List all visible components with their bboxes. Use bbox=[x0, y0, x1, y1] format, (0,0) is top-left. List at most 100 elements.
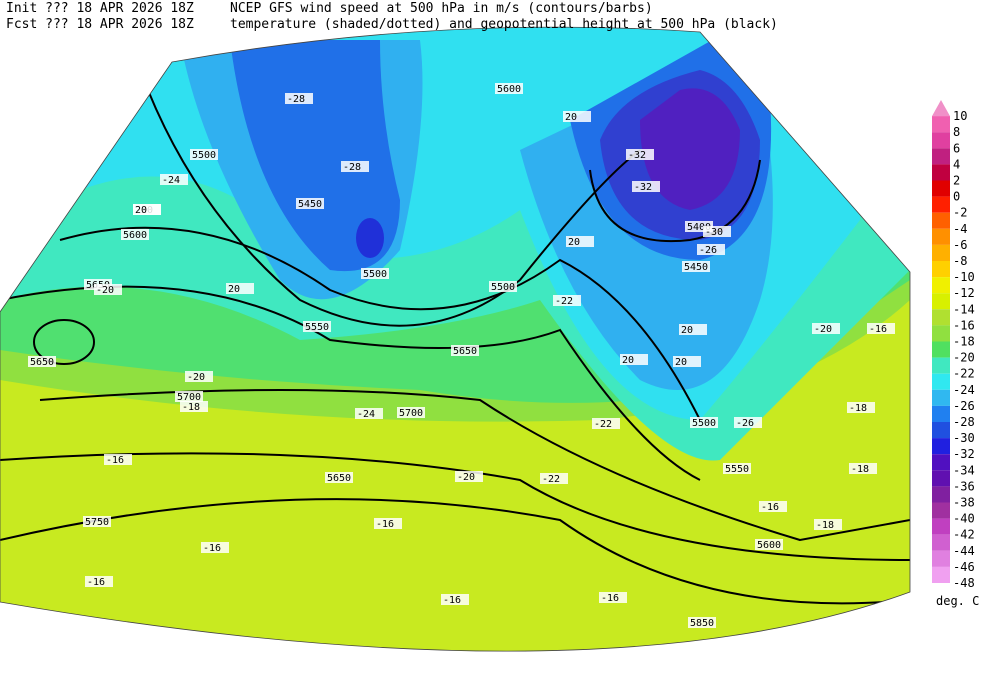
contour-label: 5700 bbox=[177, 392, 201, 403]
contour-label: -16 bbox=[601, 593, 619, 604]
colorbar-box bbox=[932, 180, 950, 197]
colorbar-box bbox=[932, 309, 950, 326]
init-time: Init ??? 18 APR 2026 18Z bbox=[6, 1, 194, 16]
label-background bbox=[361, 268, 389, 279]
contour-label: 20 bbox=[228, 284, 240, 295]
contour-label: -22 bbox=[542, 474, 560, 485]
colorbar-tick-label: -34 bbox=[953, 463, 975, 477]
contour-label: -28 bbox=[343, 162, 361, 173]
colorbar-tick-label: -2 bbox=[953, 206, 967, 220]
contour-label: -26 bbox=[699, 245, 717, 256]
colorbar-box bbox=[932, 293, 950, 310]
colorbar-tick-label: -18 bbox=[953, 334, 975, 348]
map-labels: 5600 5500 5450 5400 5450 5500 5600 5650 5500 5550… bbox=[28, 83, 895, 629]
label-background bbox=[160, 174, 188, 185]
label-background bbox=[374, 518, 402, 529]
label-background bbox=[620, 354, 648, 365]
contour-label: -16 bbox=[761, 502, 779, 513]
colorbar-box bbox=[932, 534, 950, 551]
label-background bbox=[679, 324, 707, 335]
label-background bbox=[489, 281, 517, 292]
colorbar-tick-label: -32 bbox=[953, 447, 975, 461]
label-background bbox=[723, 463, 751, 474]
colorbar-tick-label: 8 bbox=[953, 125, 960, 139]
colorbar-tick-label: 2 bbox=[953, 173, 960, 187]
colorbar-tick-label: 4 bbox=[953, 157, 960, 171]
label-background bbox=[285, 93, 313, 104]
label-background bbox=[85, 576, 113, 587]
label-background bbox=[626, 149, 654, 160]
contour-label: 5500 bbox=[692, 418, 716, 429]
label-background bbox=[682, 261, 710, 272]
colorbar-tick-label: -4 bbox=[953, 222, 967, 236]
label-background bbox=[553, 295, 581, 306]
contour-label: -30 bbox=[705, 227, 723, 238]
label-background bbox=[690, 417, 718, 428]
contour-label: -16 bbox=[443, 595, 461, 606]
colorbar-box bbox=[932, 261, 950, 278]
colorbar-box bbox=[932, 454, 950, 471]
colorbar-tick-label: -20 bbox=[953, 351, 975, 365]
colorbar-tick-label: -10 bbox=[953, 270, 975, 284]
colorbar-tick-label: -42 bbox=[953, 528, 975, 542]
colorbar-tick-label: 0 bbox=[953, 190, 960, 204]
colorbar-box bbox=[932, 502, 950, 519]
contour-label: -32 bbox=[634, 182, 652, 193]
colorbar-box bbox=[932, 389, 950, 406]
label-background bbox=[303, 321, 331, 332]
label-background bbox=[495, 83, 523, 94]
contour-label: 5600 bbox=[757, 540, 781, 551]
colorbar-box bbox=[932, 196, 950, 213]
label-background bbox=[441, 594, 469, 605]
contour-label: -20 bbox=[187, 372, 205, 383]
colorbar-box bbox=[932, 132, 950, 149]
contour-label: -22 bbox=[555, 296, 573, 307]
contour-label: -22 bbox=[594, 419, 612, 430]
contour-label: -18 bbox=[816, 520, 834, 531]
contour-label: 5500 bbox=[192, 150, 216, 161]
colorbar-tick-label: -14 bbox=[953, 302, 975, 316]
label-background bbox=[121, 229, 149, 240]
colorbar-box bbox=[932, 373, 950, 390]
contour-label: 20 bbox=[565, 112, 577, 123]
contour-label: 5400 bbox=[687, 222, 711, 233]
label-background bbox=[455, 471, 483, 482]
label-background bbox=[734, 417, 762, 428]
colorbar-box bbox=[932, 470, 950, 487]
contour-label: -20 bbox=[96, 285, 114, 296]
label-background bbox=[175, 391, 203, 402]
colorbar-box bbox=[932, 148, 950, 165]
contour-label: -16 bbox=[87, 577, 105, 588]
label-background bbox=[849, 463, 877, 474]
colorbar-unit: deg. C bbox=[936, 594, 979, 608]
colorbar-box bbox=[932, 566, 950, 583]
label-background bbox=[201, 542, 229, 553]
label-background bbox=[592, 418, 620, 429]
label-background bbox=[563, 111, 591, 122]
contour-label: 5650 bbox=[30, 357, 54, 368]
label-background bbox=[185, 371, 213, 382]
colorbar-box bbox=[932, 341, 950, 358]
contour-label: -20 bbox=[457, 472, 475, 483]
label-background bbox=[685, 221, 713, 232]
label-background bbox=[341, 161, 369, 172]
contour-label: -26 bbox=[736, 418, 754, 429]
contour-label: -16 bbox=[203, 543, 221, 554]
colorbar-tick-label: -40 bbox=[953, 512, 975, 526]
label-background bbox=[566, 236, 594, 247]
forecast-time: Fcst ??? 18 APR 2026 18Z bbox=[6, 17, 194, 32]
contour-label: 5500 bbox=[363, 269, 387, 280]
label-background bbox=[180, 401, 208, 412]
colorbar-tick-label: -8 bbox=[953, 254, 967, 268]
colorbar-tick-label: 10 bbox=[953, 109, 967, 123]
label-background bbox=[325, 472, 353, 483]
label-background bbox=[540, 473, 568, 484]
title-line-2: temperature (shaded/dotted) and geopoten… bbox=[230, 17, 778, 32]
label-background bbox=[697, 244, 725, 255]
colorbar-tick-label: -16 bbox=[953, 318, 975, 332]
contour-label: 20 bbox=[568, 237, 580, 248]
contour-label: 5450 bbox=[684, 262, 708, 273]
label-background bbox=[133, 204, 161, 215]
